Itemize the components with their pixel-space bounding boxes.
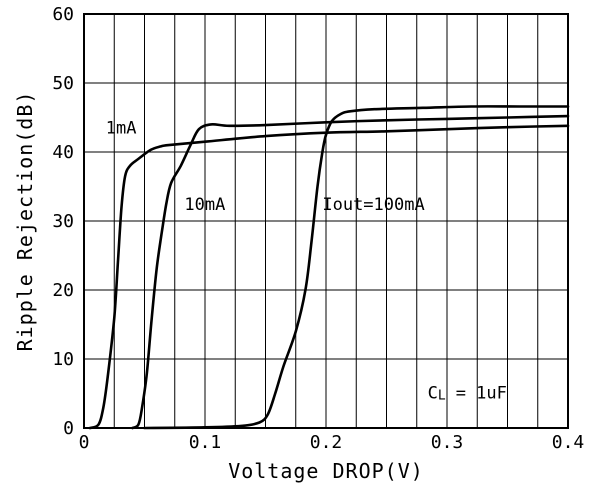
x-tick-label: 0.1 (189, 432, 222, 453)
series-line-1 (131, 114, 570, 430)
y-tick-label: 20 (52, 280, 74, 301)
series-annotation: 10mA (184, 195, 225, 215)
x-tick-label: 0.4 (552, 432, 585, 453)
condition-value: = 1uF (456, 383, 507, 403)
plot-frame (83, 13, 569, 429)
condition-subscript: L (438, 388, 446, 403)
y-tick-label: 0 (63, 418, 74, 439)
x-tick-label: 0.3 (431, 432, 464, 453)
condition-label: CL = 1uF (428, 383, 507, 403)
y-tick-label: 40 (52, 142, 74, 163)
series-line-2 (143, 105, 570, 430)
y-tick-label: 50 (52, 73, 74, 94)
y-tick-label: 30 (52, 211, 74, 232)
x-tick-label: 0.2 (310, 432, 343, 453)
series-line-0 (88, 124, 570, 430)
gridlines (84, 14, 568, 428)
tick-labels: 0 10 20 30 40 50 60 0 0.1 0.2 0.3 0.4 (52, 4, 584, 453)
series-annotation: 1mA (106, 118, 137, 138)
series-layer (88, 105, 570, 430)
y-tick-label: 60 (52, 4, 74, 25)
y-tick-label: 10 (52, 349, 74, 370)
annotations: 1mA 10mA Iout=100mA (106, 118, 425, 215)
y-axis-label: Ripple Rejection(dB) (13, 91, 37, 352)
series-annotation: Iout=100mA (322, 195, 424, 215)
condition-symbol: C (428, 383, 438, 403)
x-tick-label: 0 (79, 432, 90, 453)
x-axis-label: Voltage DROP(V) (228, 459, 424, 483)
